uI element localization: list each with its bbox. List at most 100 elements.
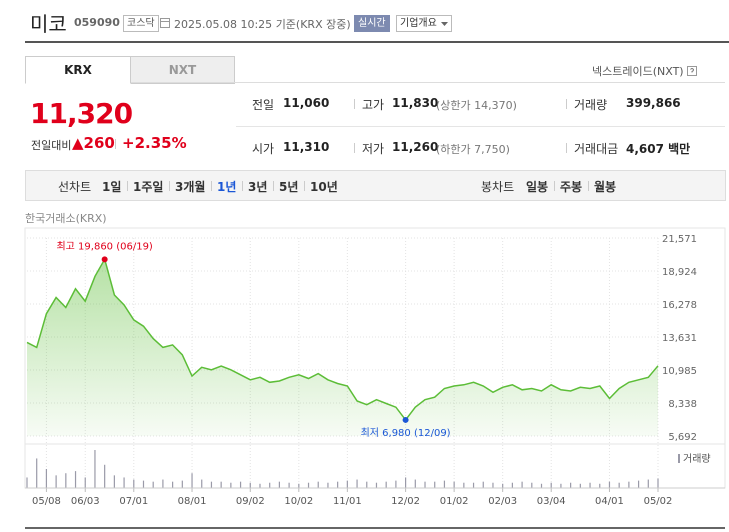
x-tick-label: 11/01 (333, 496, 362, 507)
volume-bar (405, 477, 407, 488)
period-button[interactable]: 1년 (217, 180, 237, 194)
stat-label: 저가 (362, 142, 385, 156)
volume-bar (249, 482, 251, 488)
period-button[interactable]: 주봉 (560, 180, 583, 194)
separator (354, 99, 355, 109)
volume-bar (210, 481, 213, 488)
y-tick-label: 18,924 (662, 267, 697, 278)
period-button[interactable]: 5년 (279, 180, 299, 194)
volume-legend-icon (678, 454, 680, 463)
stock-name: 미코 (30, 12, 67, 36)
separator (354, 143, 355, 153)
period-button[interactable]: 10년 (310, 180, 338, 194)
volume-bar (618, 482, 620, 488)
volume-bar (395, 480, 397, 488)
current-price: 11,320 (30, 97, 133, 130)
change-pct: +2.35% (122, 134, 187, 152)
volume-bar (628, 481, 630, 488)
volume-bar (239, 481, 242, 488)
period-button[interactable]: 3년 (248, 180, 268, 194)
separator (588, 181, 589, 191)
volume-bar (482, 481, 484, 488)
stat-label: 고가 (362, 98, 385, 112)
volume-bar (366, 481, 368, 488)
period-button[interactable]: 1주일 (133, 180, 164, 194)
max-annotation: 최고 19,860 (06/19) (56, 240, 152, 252)
datetime-text: 2025.05.08 10:25 (174, 18, 273, 31)
volume-bar (230, 482, 232, 488)
x-tick-label: 08/01 (178, 496, 207, 507)
volume-bar (608, 481, 611, 488)
volume-bar (26, 477, 28, 488)
period-button[interactable]: 3개월 (175, 180, 206, 194)
volume-bar (104, 464, 106, 488)
period-button[interactable]: 일봉 (526, 180, 549, 194)
stat-value: 11,260 (392, 140, 439, 154)
price-line (26, 257, 659, 422)
realtime-badge: 실시간 (354, 15, 390, 32)
x-tick-label: 12/02 (391, 496, 420, 507)
volume-bar (327, 482, 329, 488)
stat-label: 시가 (252, 142, 275, 156)
separator (211, 181, 212, 191)
x-tick-label: 09/02 (236, 496, 265, 507)
volume-bar (414, 479, 416, 488)
volume-bar (540, 483, 543, 488)
separator (273, 181, 274, 191)
x-tick-label: 03/04 (537, 496, 566, 507)
volume-bar (657, 478, 659, 488)
basis: 기준(KRX 장중) (275, 18, 351, 31)
separator (566, 99, 567, 109)
volume-bar (356, 479, 358, 488)
change-label: 전일대비 (31, 139, 72, 152)
volume-bar (94, 450, 96, 488)
volume-bar (531, 482, 533, 488)
period-label: 선차트 (58, 180, 92, 194)
x-tick-label: 05/02 (644, 496, 673, 507)
volume-bar (570, 482, 572, 488)
volume-bar (385, 481, 387, 488)
separator (115, 139, 116, 149)
x-tick-label: 01/02 (440, 496, 469, 507)
volume-bar (453, 481, 455, 488)
volume-bar (337, 481, 339, 488)
nxt-link[interactable]: 넥스트레이드(NXT) (592, 63, 698, 79)
separator (169, 181, 170, 191)
y-tick-label: 16,278 (662, 300, 697, 311)
stats-rule (236, 126, 725, 127)
stat-note: (상한가 14,370) (436, 99, 517, 112)
stat-value: 11,830 (392, 96, 439, 110)
volume-bar (152, 481, 154, 488)
tab-rule (25, 82, 725, 83)
separator (554, 181, 555, 191)
volume-bar (307, 482, 310, 488)
separator (127, 181, 128, 191)
x-tick-label: 02/03 (488, 496, 517, 507)
header-rule (25, 41, 729, 43)
min-annotation: 최저 6,980 (12/09) (361, 427, 451, 439)
volume-bar (502, 483, 504, 488)
y-tick-label: 10,985 (662, 366, 697, 377)
change: ▲260 (72, 134, 115, 152)
period-button[interactable]: 1일 (102, 180, 122, 194)
volume-bar (647, 479, 649, 488)
volume-bar (317, 481, 319, 488)
tab[interactable]: NXT (130, 56, 235, 84)
overview-button[interactable]: 기업개요 (396, 15, 452, 32)
market-badge: 코스닥 (123, 15, 159, 32)
stat-value: 11,310 (283, 140, 330, 154)
calendar-icon (160, 18, 170, 28)
period-button[interactable]: 월봉 (594, 180, 617, 194)
tab[interactable]: KRX (25, 56, 131, 84)
volume-bar (463, 482, 465, 488)
volume-bar (162, 479, 164, 488)
volume-bar (599, 483, 601, 488)
nxt-link-text: 넥스트레이드(NXT) (592, 65, 684, 78)
stat-value: 4,607 백만 (626, 142, 691, 156)
price-area (27, 259, 658, 436)
volume-bar (472, 482, 475, 488)
volume-bar (74, 471, 77, 488)
x-tick-label: 07/01 (119, 496, 148, 507)
